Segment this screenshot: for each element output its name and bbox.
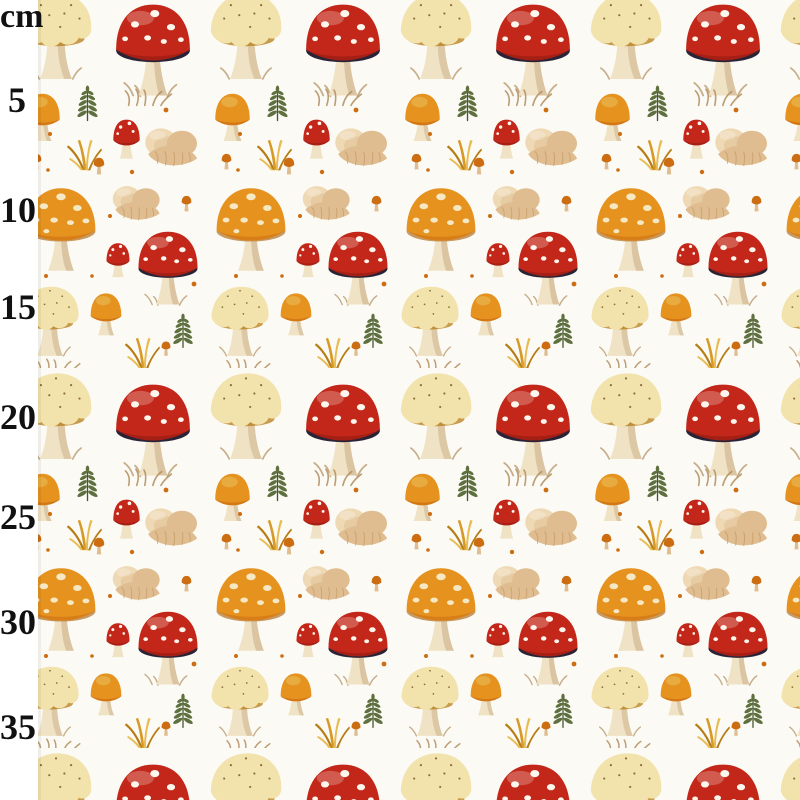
ruler-mark-25: 25 [0,497,36,537]
fabric-cut-edge [38,0,41,800]
ruler-unit-label: cm [0,0,44,35]
ruler-mark-20: 20 [0,397,36,437]
ruler-mark-35: 35 [0,707,36,747]
ruler-mark-15: 15 [0,287,36,327]
mushroom-pattern-svg [38,0,800,800]
fabric-area [38,0,800,800]
ruler-mark-10: 10 [0,190,36,230]
cm-ruler: cm 5 10 15 20 25 30 35 [0,0,44,800]
mushroom-pattern-fill [38,0,800,800]
ruler-mark-30: 30 [0,602,36,642]
ruler-mark-5: 5 [8,80,26,120]
